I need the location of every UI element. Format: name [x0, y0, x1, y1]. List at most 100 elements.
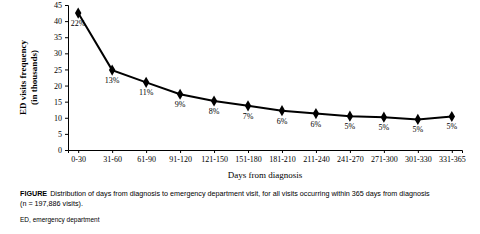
- y-tick: 20: [54, 82, 68, 91]
- y-tick: 40: [54, 17, 68, 26]
- marker: [449, 111, 455, 122]
- footnote: ED, emergency department: [20, 216, 100, 224]
- marker: [313, 108, 319, 119]
- point-label: 5%: [446, 122, 457, 131]
- caption-text: Distribution of days from diagnosis to e…: [50, 189, 430, 198]
- x-tick-label: 121-150: [201, 155, 228, 164]
- y-tick-mark: [65, 53, 68, 54]
- y-tick-label: 25: [54, 66, 62, 75]
- x-tick-mark: [350, 150, 351, 153]
- x-tick-label: 0-30: [71, 155, 86, 164]
- y-tick-label: 0: [58, 146, 62, 155]
- marker: [347, 111, 353, 122]
- y-tick-label: 20: [54, 82, 62, 91]
- y-tick-label: 30: [54, 49, 62, 58]
- x-tick-mark: [248, 150, 249, 153]
- y-tick: 45: [54, 1, 68, 10]
- marker: [279, 105, 285, 116]
- chart: 0 5 10 15 20 25 30 35 40 45 0-30 31-60 61-90 91-120 12…: [0, 0, 480, 234]
- x-tick-mark: [180, 150, 181, 153]
- caption-text: (n = 197,886 visits).: [20, 199, 83, 208]
- x-tick-label: 331-365: [439, 155, 466, 164]
- marker: [177, 89, 183, 100]
- point-label: 13%: [105, 76, 120, 85]
- y-axis-line: [65, 6, 69, 151]
- x-tick-mark: [112, 150, 113, 153]
- y-tick: 30: [54, 49, 68, 58]
- y-tick-mark: [65, 37, 68, 38]
- x-tick-mark: [214, 150, 215, 153]
- y-tick: 15: [54, 98, 68, 107]
- y-tick-label: 35: [54, 33, 62, 42]
- y-tick-mark: [65, 69, 68, 70]
- y-tick: 25: [54, 66, 68, 75]
- x-tick: 331-365: [439, 150, 466, 164]
- marker: [211, 95, 217, 106]
- y-tick-mark: [65, 150, 68, 151]
- x-tick-mark: [418, 150, 419, 153]
- y-tick-mark: [65, 86, 68, 87]
- point-labels: 22%13%11%9%8%7%6%6%5%5%5%5%: [71, 19, 458, 134]
- x-tick-label: 31-60: [103, 155, 122, 164]
- point-label: 11%: [139, 88, 154, 97]
- y-tick-mark: [65, 5, 68, 6]
- x-tick: 271-300: [371, 150, 398, 164]
- x-tick-label: 241-270: [337, 155, 364, 164]
- x-tick-mark: [452, 150, 453, 153]
- caption: FIGUREDistribution of days from diagnosi…: [20, 189, 430, 198]
- x-tick: 211-240: [303, 150, 329, 164]
- x-tick-label: 271-300: [371, 155, 398, 164]
- y-tick-mark: [65, 118, 68, 119]
- marker: [245, 100, 251, 111]
- marker: [415, 114, 421, 125]
- point-label: 9%: [175, 100, 186, 109]
- marker: [381, 112, 387, 123]
- x-tick-mark: [78, 150, 79, 153]
- y-tick-mark: [65, 21, 68, 22]
- y-tick: 35: [54, 33, 68, 42]
- y-tick-label: 15: [54, 98, 62, 107]
- x-tick-mark: [146, 150, 147, 153]
- x-tick-label: 181-210: [269, 155, 296, 164]
- x-axis: 0-30 31-60 61-90 91-120 121-150 151-180 181-21…: [69, 150, 466, 164]
- y-tick-label: 45: [54, 1, 62, 10]
- point-label: 6%: [277, 117, 288, 126]
- x-axis-title: Days from diagnosis: [228, 170, 303, 180]
- y-axis: 0 5 10 15 20 25 30 35 40 45: [54, 1, 69, 155]
- marker: [109, 65, 115, 76]
- y-tick: 0: [58, 146, 68, 155]
- y-tick-label: 40: [54, 17, 62, 26]
- line: [78, 13, 452, 119]
- x-tick: 151-180: [235, 150, 262, 164]
- x-tick-mark: [282, 150, 283, 153]
- x-tick-label: 301-330: [405, 155, 432, 164]
- y-tick: 5: [58, 130, 68, 139]
- marker: [143, 77, 149, 88]
- point-label: 5%: [379, 123, 390, 132]
- x-tick: 121-150: [201, 150, 228, 164]
- y-axis-title: ED visits frequency(in thousands): [18, 40, 39, 115]
- y-tick: 10: [54, 114, 68, 123]
- point-label: 22%: [71, 19, 86, 28]
- x-tick-label: 61-90: [137, 155, 156, 164]
- point-label: 8%: [209, 107, 220, 116]
- x-tick: 301-330: [405, 150, 432, 164]
- y-tick-mark: [65, 102, 68, 103]
- x-tick: 91-120: [169, 150, 192, 164]
- x-tick: 0-30: [71, 150, 86, 164]
- x-tick: 181-210: [269, 150, 296, 164]
- marker: [75, 7, 81, 18]
- x-tick-mark: [384, 150, 385, 153]
- x-axis-line: [69, 151, 463, 154]
- x-tick: 61-90: [137, 150, 156, 164]
- point-label: 7%: [243, 112, 254, 121]
- x-tick-mark: [316, 150, 317, 153]
- caption-label: FIGURE: [20, 189, 47, 198]
- point-label: 6%: [311, 120, 322, 129]
- point-label: 5%: [413, 125, 424, 134]
- y-tick-label: 10: [54, 114, 62, 123]
- x-tick-label: 91-120: [169, 155, 192, 164]
- x-tick: 31-60: [103, 150, 122, 164]
- x-tick-label: 151-180: [235, 155, 262, 164]
- y-tick-label: 5: [58, 130, 62, 139]
